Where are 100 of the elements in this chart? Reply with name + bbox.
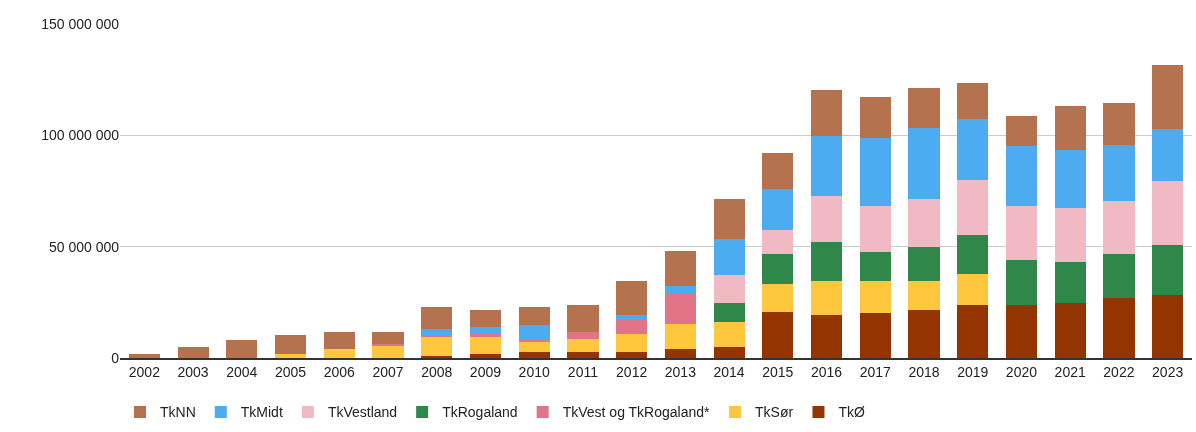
bar: [1054, 208, 1086, 263]
bar: [810, 90, 843, 137]
x-tick-label: 2006: [323, 363, 356, 380]
bar: [518, 352, 550, 358]
bar: [616, 352, 648, 358]
bar: [616, 318, 648, 334]
x-tick-label: 2013: [664, 363, 697, 380]
bar: [1054, 303, 1086, 358]
bar: [323, 348, 355, 358]
bar: [1152, 294, 1184, 358]
bar: [469, 337, 502, 354]
bar: [762, 189, 794, 230]
x-tick-label: 2012: [616, 363, 648, 380]
x-tick-label: 2005: [274, 363, 307, 380]
bar: [664, 250, 696, 287]
bar: [859, 138, 891, 207]
bar: [616, 314, 648, 319]
bar: [762, 253, 794, 285]
bar: [1103, 201, 1135, 254]
bar: [713, 199, 745, 239]
x-tick-label: 2007: [372, 363, 404, 380]
bar: [713, 322, 745, 348]
legend-label: TkØ: [838, 404, 866, 421]
x-tick-label: 2014: [713, 363, 745, 380]
bar: [664, 323, 696, 350]
x-tick-label: 2018: [908, 363, 940, 380]
legend-label: TkNN: [160, 404, 196, 421]
bar: [957, 234, 989, 275]
bar: [1152, 64, 1184, 130]
bar: [908, 309, 940, 358]
bar: [1103, 298, 1135, 358]
bar: [1005, 260, 1038, 305]
bar: [713, 238, 745, 275]
bar: [372, 345, 404, 358]
bar: [616, 333, 648, 353]
bar: [908, 127, 940, 200]
bar: [372, 343, 404, 346]
x-tick-label: 2015: [762, 363, 794, 380]
legend-label: TkRogaland: [442, 404, 518, 421]
bar: [469, 326, 502, 334]
bar: [469, 353, 502, 358]
legend-label: TkVest og TkRogaland*: [562, 404, 711, 421]
bar: [1152, 180, 1184, 246]
bar: [762, 284, 794, 312]
y-tick-label: 0: [111, 349, 120, 366]
x-tick-label: 2021: [1054, 363, 1086, 380]
x-tick-label: 2010: [518, 363, 550, 380]
y-tick-label: 100 000 000: [41, 127, 120, 144]
y-tick-label: 50 000 000: [48, 238, 120, 255]
bar: [664, 293, 696, 324]
bar: [810, 136, 843, 196]
bar: [810, 280, 843, 316]
bar: [859, 206, 891, 253]
bar: [664, 349, 696, 358]
bar: [810, 241, 843, 281]
bar: [859, 280, 891, 314]
bar: [762, 153, 794, 189]
bar: [616, 280, 648, 315]
bar: [957, 83, 989, 120]
bar: [1005, 205, 1038, 261]
bar: [128, 353, 160, 358]
x-tick-label: 2022: [1103, 363, 1135, 380]
legend-label: TkVestland: [327, 404, 398, 421]
bar: [908, 199, 940, 247]
bar: [908, 88, 940, 128]
x-tick-label: 2004: [226, 363, 258, 380]
bar: [1103, 102, 1135, 145]
x-tick-label: 2008: [421, 363, 453, 380]
bar: [1152, 129, 1184, 181]
bar: [518, 342, 550, 353]
x-tick-label: 2009: [469, 363, 502, 380]
bar: [1054, 105, 1086, 151]
bar: [1103, 253, 1135, 299]
bar: [421, 328, 453, 336]
bar: [567, 352, 599, 358]
bar: [664, 286, 696, 294]
bar: [1054, 262, 1086, 303]
bar: [518, 325, 550, 339]
bar: [957, 180, 989, 235]
bar: [469, 309, 502, 327]
bar: [908, 246, 940, 281]
bar: [274, 335, 307, 354]
legend-label: TkSør: [755, 404, 794, 421]
bar: [274, 353, 307, 358]
x-tick-label: 2017: [859, 363, 892, 380]
bar: [1005, 146, 1038, 206]
bar: [567, 305, 599, 333]
x-tick-label: 2003: [177, 363, 209, 380]
x-tick-label: 2016: [810, 363, 843, 380]
bar: [859, 97, 891, 139]
bar: [1005, 115, 1038, 147]
bar: [226, 340, 258, 358]
bar: [1103, 144, 1135, 202]
bar: [567, 338, 599, 353]
bar: [957, 274, 989, 305]
bar: [713, 274, 745, 304]
bar: [177, 347, 209, 358]
bar: [372, 331, 404, 344]
bar: [713, 303, 745, 323]
bar: [1054, 150, 1086, 209]
